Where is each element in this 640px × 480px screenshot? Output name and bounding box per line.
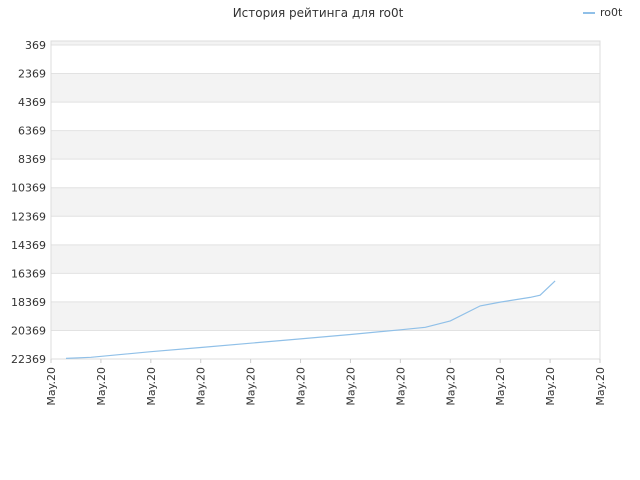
x-tick-label: May.20 xyxy=(444,367,457,406)
y-tick-label: 12369 xyxy=(11,210,46,223)
y-tick-label: 2369 xyxy=(18,68,46,81)
plot-band xyxy=(51,273,600,302)
x-tick-label: May.20 xyxy=(95,367,108,406)
plot-background xyxy=(51,41,600,359)
plot-band xyxy=(51,102,600,131)
y-tick-label: 8369 xyxy=(18,153,46,166)
y-tick-label: 369 xyxy=(25,39,46,52)
x-tick-label: May.20 xyxy=(594,367,607,406)
plot-band xyxy=(51,330,600,359)
plot-band xyxy=(51,301,600,331)
plot-band xyxy=(51,41,600,45)
plot-band xyxy=(51,45,600,74)
plot-frame xyxy=(50,40,601,360)
x-tick-label: May.20 xyxy=(544,367,557,406)
x-tick-label: May.20 xyxy=(494,367,507,406)
series-lines xyxy=(65,280,556,359)
chart-title: История рейтинга для ro0t xyxy=(233,6,404,20)
plot-band xyxy=(51,216,600,245)
x-tick-label: May.20 xyxy=(195,367,208,406)
plot-band xyxy=(51,187,600,217)
y-tick-label: 22369 xyxy=(11,353,46,366)
x-tick-label: May.20 xyxy=(45,367,58,406)
y-tick-label: 4369 xyxy=(18,96,46,109)
x-tick-label: May.20 xyxy=(145,367,158,406)
plot-band xyxy=(51,244,600,274)
x-tick-label: May.20 xyxy=(344,367,357,406)
series-line-ro0t xyxy=(65,280,556,359)
legend-label: ro0t xyxy=(600,6,623,19)
y-tick-label: 14369 xyxy=(11,239,46,252)
x-tick-label: May.20 xyxy=(394,367,407,406)
x-tick-label: May.20 xyxy=(295,367,308,406)
plot-band xyxy=(51,130,600,160)
x-tick-label: May.20 xyxy=(245,367,258,406)
y-tick-label: 16369 xyxy=(11,267,46,280)
y-tick-label: 10369 xyxy=(11,182,46,195)
plot-band xyxy=(51,73,600,103)
y-tick-label: 20369 xyxy=(11,324,46,337)
y-tick-label: 18369 xyxy=(11,296,46,309)
legend: ro0t xyxy=(583,6,623,19)
y-tick-label: 6369 xyxy=(18,125,46,138)
y-axis-ticks: 369 2369 4369 6369 8369 10369 12369 14369 16369 1… xyxy=(11,39,46,366)
x-axis-ticks: May.20 May.20 May.20 May.20 May.20 May.20 May.… xyxy=(45,359,607,406)
plot-band xyxy=(51,159,600,188)
